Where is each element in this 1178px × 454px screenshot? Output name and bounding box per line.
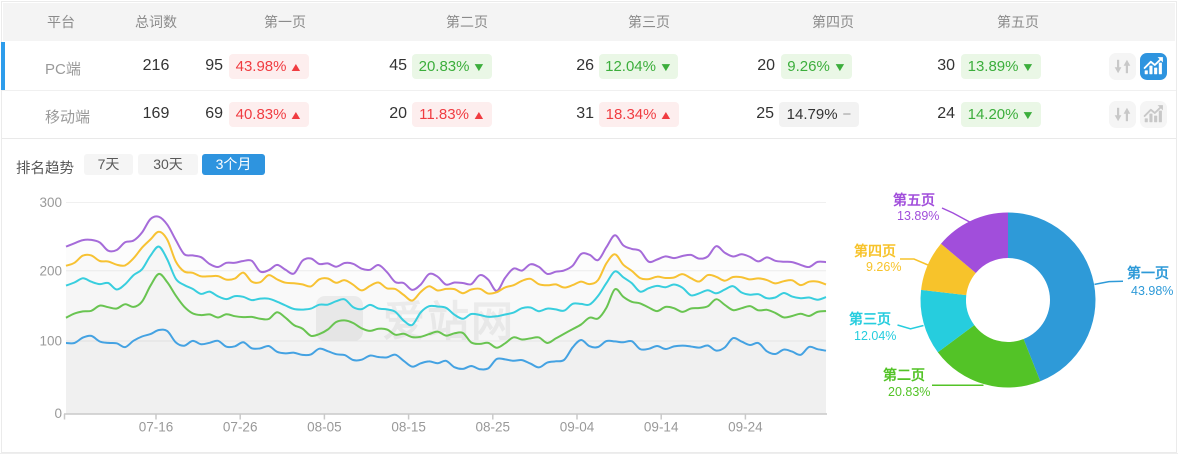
svg-text:08-25: 08-25 xyxy=(476,420,511,435)
svg-text:09-14: 09-14 xyxy=(644,420,679,435)
svg-text:13.89%: 13.89% xyxy=(897,209,939,223)
svg-text:0: 0 xyxy=(54,406,62,421)
svg-text:9.26%: 9.26% xyxy=(866,260,901,274)
svg-text:100: 100 xyxy=(39,334,62,349)
svg-text:09-04: 09-04 xyxy=(560,420,595,435)
svg-text:300: 300 xyxy=(39,195,62,210)
svg-text:07-16: 07-16 xyxy=(139,420,174,435)
svg-text:43.98%: 43.98% xyxy=(1131,284,1173,298)
svg-text:第四页: 第四页 xyxy=(854,243,896,259)
svg-text:第二页: 第二页 xyxy=(883,367,925,383)
svg-text:20.83%: 20.83% xyxy=(888,385,930,399)
svg-text:第三页: 第三页 xyxy=(849,311,891,327)
svg-text:08-15: 08-15 xyxy=(391,420,426,435)
svg-text:07-26: 07-26 xyxy=(223,420,258,435)
svg-text:09-24: 09-24 xyxy=(728,420,763,435)
svg-text:第五页: 第五页 xyxy=(893,192,935,208)
svg-text:200: 200 xyxy=(39,263,62,278)
svg-text:12.04%: 12.04% xyxy=(854,329,896,343)
svg-text:08-05: 08-05 xyxy=(307,420,342,435)
svg-text:第一页: 第一页 xyxy=(1127,265,1169,281)
